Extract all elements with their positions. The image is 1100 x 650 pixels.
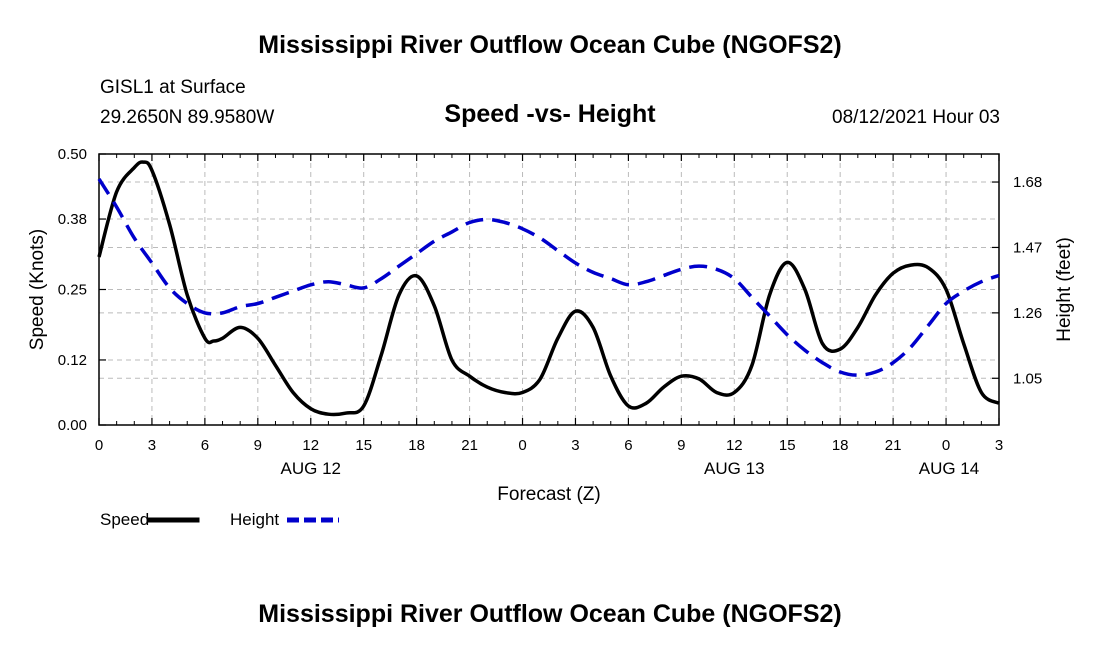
date-label: AUG 13 (704, 459, 764, 478)
x-tick-label: 12 (726, 437, 743, 454)
x-tick-label: 6 (624, 437, 632, 454)
x-tick-label: 3 (995, 437, 1003, 454)
x-tick-label: 9 (254, 437, 262, 454)
y2-tick-label: 1.68 (1013, 174, 1042, 191)
x-tick-label: 6 (201, 437, 209, 454)
legend-label-speed: Speed (100, 510, 149, 529)
y-tick-label: 0.25 (58, 282, 87, 299)
y-tick-label: 0.50 (58, 146, 87, 163)
y2-tick-label: 1.47 (1013, 239, 1042, 256)
x-tick-label: 21 (461, 437, 478, 454)
x-tick-label: 3 (571, 437, 579, 454)
x-tick-label: 18 (408, 437, 425, 454)
x-tick-label: 21 (885, 437, 902, 454)
y-tick-label: 0.12 (58, 352, 87, 369)
date-label: AUG 14 (919, 459, 979, 478)
series-line-height (97, 177, 1000, 377)
x-tick-label: 0 (95, 437, 103, 454)
legend-label-height: Height (230, 510, 279, 529)
x-tick-label: 3 (148, 437, 156, 454)
date-label: AUG 12 (281, 459, 341, 478)
x-tick-label: 0 (942, 437, 950, 454)
y2-tick-label: 1.05 (1013, 370, 1042, 387)
x-tick-label: 9 (677, 437, 685, 454)
station-coords: 29.2650N 89.9580W (100, 107, 275, 128)
page-title: Mississippi River Outflow Ocean Cube (NG… (258, 31, 842, 59)
station-label: GISL1 at Surface (100, 77, 246, 98)
x-tick-label: 12 (302, 437, 319, 454)
x-tick-label: 0 (518, 437, 526, 454)
x-tick-label: 15 (355, 437, 372, 454)
y-tick-label: 0.38 (58, 211, 87, 228)
x-axis-title: Forecast (Z) (497, 484, 600, 505)
chart-title: Speed -vs- Height (444, 100, 656, 128)
x-tick-label: 15 (779, 437, 796, 454)
y-tick-label: 0.00 (58, 417, 87, 434)
x-tick-label: 18 (832, 437, 849, 454)
forecast-datetime: 08/12/2021 Hour 03 (832, 107, 1000, 128)
series-line-speed (97, 160, 1000, 417)
y-axis-title: Speed (Knots) (27, 229, 48, 350)
footer-title: Mississippi River Outflow Ocean Cube (NG… (258, 600, 842, 628)
y2-axis-title: Height (feet) (1054, 237, 1075, 342)
y2-tick-label: 1.26 (1013, 305, 1042, 322)
